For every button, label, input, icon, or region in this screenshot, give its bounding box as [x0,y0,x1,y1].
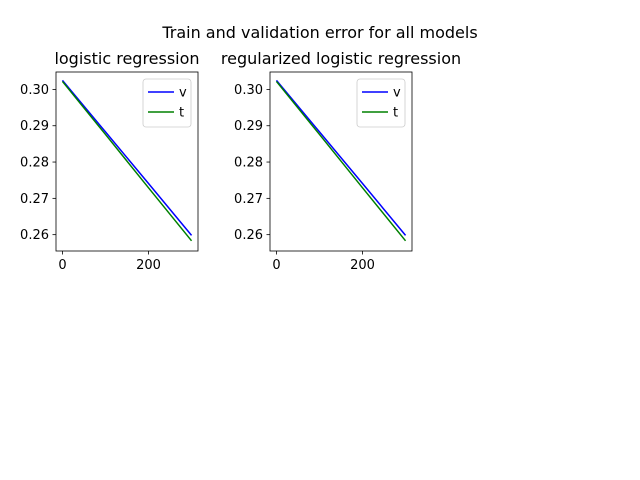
y-tick-label: 0.27 [234,192,263,207]
legend-label-v: v [393,86,401,101]
x-tick-label: 200 [136,258,161,273]
series-line-t [275,80,407,242]
y-tick-label: 0.27 [20,192,49,207]
y-tick-label: 0.30 [20,83,49,98]
x-tick-label: 200 [350,258,375,273]
axes-2: regularized logistic regression 0.26 0.27 0… [221,49,461,273]
series-line-t [61,80,193,242]
legend-label-v: v [179,86,187,101]
legend: vt [142,78,192,128]
series-line-v [61,79,193,236]
y-tick-label: 0.26 [234,228,263,243]
legend-label-t: t [179,106,184,121]
axes-frame [55,71,199,252]
y-tick-label: 0.26 [20,228,49,243]
legend: vt [356,78,406,128]
series-line-v [275,79,407,236]
legend-frame [142,78,192,128]
legend-label-t: t [393,106,398,121]
axes-title: logistic regression [54,49,199,68]
axes-frame [269,71,413,252]
legend-frame [356,78,406,128]
x-tick-label: 0 [272,258,280,273]
y-tick-label: 0.29 [234,119,263,134]
figure-suptitle: Train and validation error for all model… [161,23,477,42]
y-tick-label: 0.28 [234,156,263,171]
x-tick-label: 0 [58,258,66,273]
axes-1: logistic regression 0.26 0.27 0.28 0.29 0.30 0… [20,49,200,273]
y-tick-label: 0.28 [20,156,49,171]
y-tick-label: 0.29 [20,119,49,134]
y-tick-label: 0.30 [234,83,263,98]
axes-title: regularized logistic regression [221,49,461,68]
